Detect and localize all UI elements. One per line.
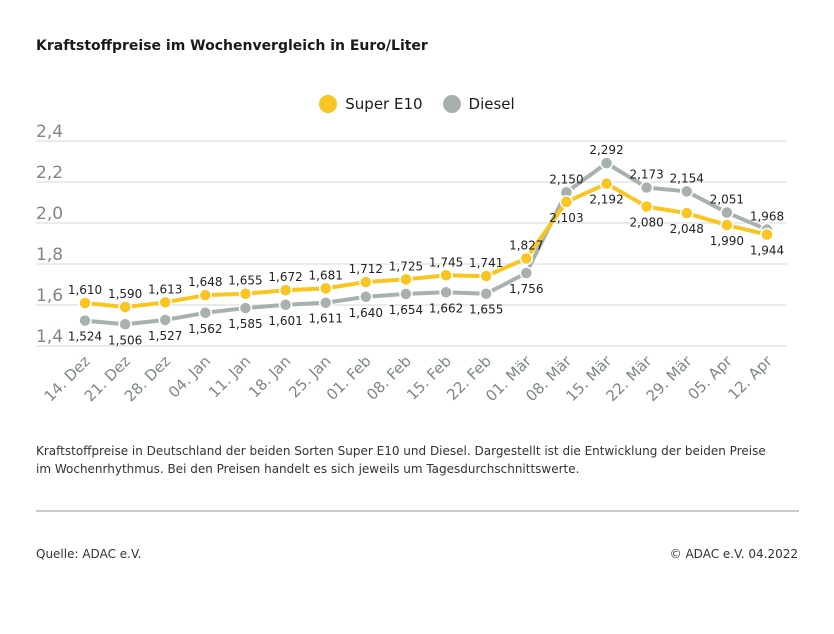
data-label: 1,527 [148, 329, 182, 343]
legend-label: Diesel [468, 95, 515, 113]
x-tick-label: 12. Apr [725, 352, 777, 404]
data-label: 2,192 [589, 193, 623, 207]
data-label: 1,741 [469, 256, 503, 270]
data-point [519, 266, 534, 280]
data-label: 1,662 [429, 301, 463, 315]
data-point [198, 288, 213, 302]
legend-item-super-e10: Super E10 [319, 95, 423, 113]
x-tick-label: 11. Jan [205, 352, 254, 401]
data-point [118, 300, 132, 314]
data-point [599, 176, 614, 191]
y-tick-label: 1,8 [36, 245, 63, 265]
data-label: 1,654 [389, 303, 423, 317]
data-point [278, 298, 293, 312]
data-label: 1,585 [228, 317, 262, 331]
data-label: 2,048 [670, 222, 704, 236]
data-point [359, 275, 373, 289]
divider [36, 510, 799, 512]
data-label: 1,655 [469, 303, 503, 317]
data-point [760, 227, 774, 242]
data-label: 1,756 [509, 282, 543, 296]
y-tick-label: 2,4 [36, 122, 63, 142]
data-label: 1,990 [710, 234, 744, 248]
data-point [680, 206, 694, 220]
data-label: 1,712 [349, 262, 383, 276]
x-tick-label: 18. Jan [245, 352, 294, 401]
data-point [318, 295, 333, 310]
data-point [78, 296, 92, 310]
data-point [639, 180, 654, 195]
data-label: 1,968 [750, 210, 784, 224]
legend-item-diesel: Diesel [442, 95, 515, 113]
data-point [519, 251, 534, 266]
x-tick-label: 04. Jan [165, 352, 214, 401]
data-point [720, 218, 734, 232]
data-label: 1,648 [188, 275, 222, 289]
data-point [158, 313, 172, 327]
legend-marker-super-e10 [319, 95, 338, 113]
data-point [78, 313, 92, 328]
data-point [720, 205, 734, 220]
data-point [238, 286, 253, 301]
data-label: 2,103 [549, 211, 583, 225]
data-point [238, 301, 253, 315]
data-point [439, 268, 453, 283]
data-point [680, 184, 694, 199]
data-label: 1,524 [68, 330, 102, 344]
data-point [359, 290, 373, 304]
data-point [399, 272, 413, 287]
series-line-super-e10 [84, 181, 768, 310]
data-label: 1,672 [268, 270, 302, 284]
chart-description: Kraftstoffpreise in Deutschland der beid… [36, 444, 766, 476]
data-label: 2,150 [549, 172, 583, 186]
data-label: 1,590 [108, 287, 142, 301]
data-label: 2,080 [629, 216, 663, 230]
data-point [399, 287, 413, 301]
data-point [559, 195, 574, 209]
chart-title: Kraftstoffpreise im Wochenvergleich in E… [36, 38, 428, 54]
data-label: 1,611 [309, 312, 343, 326]
copyright-note: © ADAC e.V. 04.2022 [669, 547, 798, 561]
data-label: 1,681 [309, 268, 343, 282]
data-label: 1,944 [750, 243, 784, 257]
data-point [599, 156, 614, 170]
data-label: 1,827 [509, 238, 543, 252]
data-label: 2,173 [629, 168, 663, 182]
data-point [278, 283, 293, 297]
data-point [439, 285, 453, 300]
data-point [198, 306, 213, 320]
data-label: 1,613 [148, 282, 182, 296]
data-label: 2,292 [589, 143, 623, 157]
data-label: 1,601 [268, 314, 302, 328]
data-label: 1,610 [68, 283, 102, 297]
x-tick-label: 29. Mär [643, 352, 697, 406]
legend-marker-diesel [442, 95, 461, 113]
y-tick-label: 1,6 [36, 286, 63, 306]
data-point [158, 295, 172, 310]
data-point [318, 281, 333, 296]
data-point [639, 199, 654, 214]
data-point [479, 286, 493, 301]
y-tick-label: 1,4 [36, 327, 63, 347]
data-point [479, 269, 493, 283]
data-label: 2,051 [710, 193, 744, 207]
data-label: 1,506 [108, 333, 142, 347]
legend-label: Super E10 [345, 95, 423, 113]
data-label: 1,562 [188, 322, 222, 336]
data-label: 1,745 [429, 255, 463, 269]
y-tick-label: 2,2 [36, 163, 63, 183]
source-note: Quelle: ADAC e.V. [36, 547, 142, 561]
legend: Super E10 Diesel [0, 95, 834, 113]
y-tick-label: 2,0 [36, 204, 63, 224]
data-label: 1,640 [349, 306, 383, 320]
data-point [118, 317, 132, 332]
data-label: 2,154 [670, 171, 704, 185]
data-label: 1,725 [389, 259, 423, 273]
data-label: 1,655 [228, 274, 262, 288]
